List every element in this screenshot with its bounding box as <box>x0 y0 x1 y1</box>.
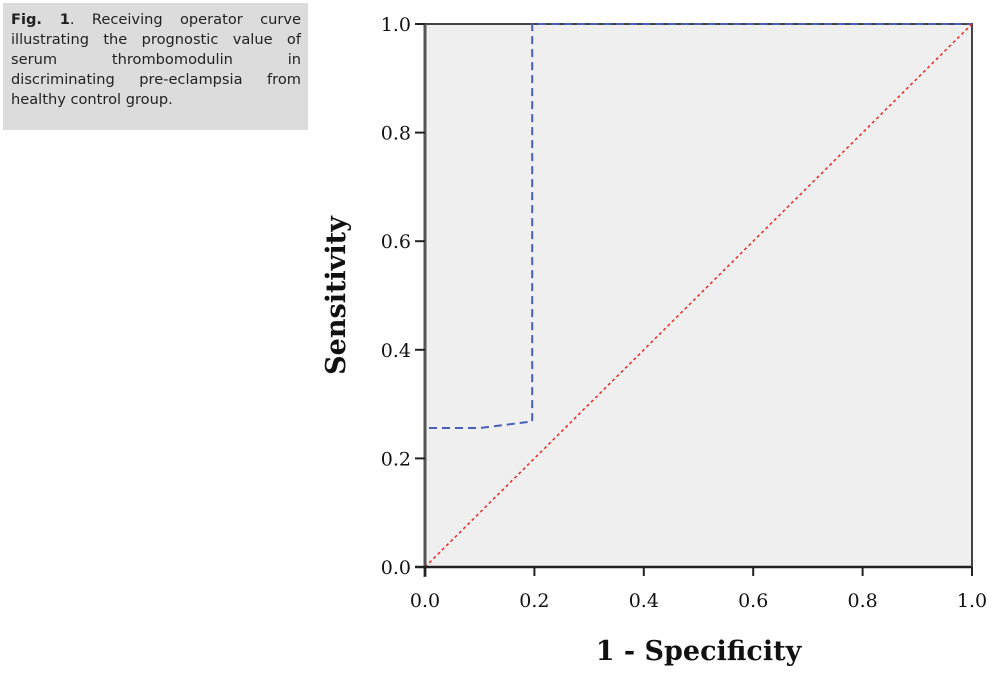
reference-diagonal-line <box>424 23 973 568</box>
x-tick-label: 0.2 <box>519 590 549 612</box>
y-tick-label: 0.0 <box>381 557 411 579</box>
y-tick-label: 0.2 <box>381 448 411 470</box>
roc-curve-line <box>424 23 972 567</box>
caption-label: Fig. 1 <box>11 11 70 28</box>
x-tick-label: 0.0 <box>410 590 440 612</box>
y-tick-label: 1.0 <box>381 14 411 36</box>
caption-text: . Receiving operator curve illustrating … <box>11 11 301 108</box>
x-tick-label: 0.4 <box>629 590 659 612</box>
x-tick-label: 1.0 <box>957 590 987 612</box>
x-axis-title: 1 - Specificity <box>596 636 803 667</box>
x-tick-label: 0.6 <box>738 590 768 612</box>
y-axis-title: Sensitivity <box>321 215 352 375</box>
x-tick-label: 0.8 <box>847 590 877 612</box>
y-tick-label: 0.8 <box>381 123 411 145</box>
y-tick-label: 0.6 <box>381 231 411 253</box>
figure-caption: Fig. 1. Receiving operator curve illustr… <box>3 3 308 130</box>
y-tick-label: 0.4 <box>381 340 411 362</box>
